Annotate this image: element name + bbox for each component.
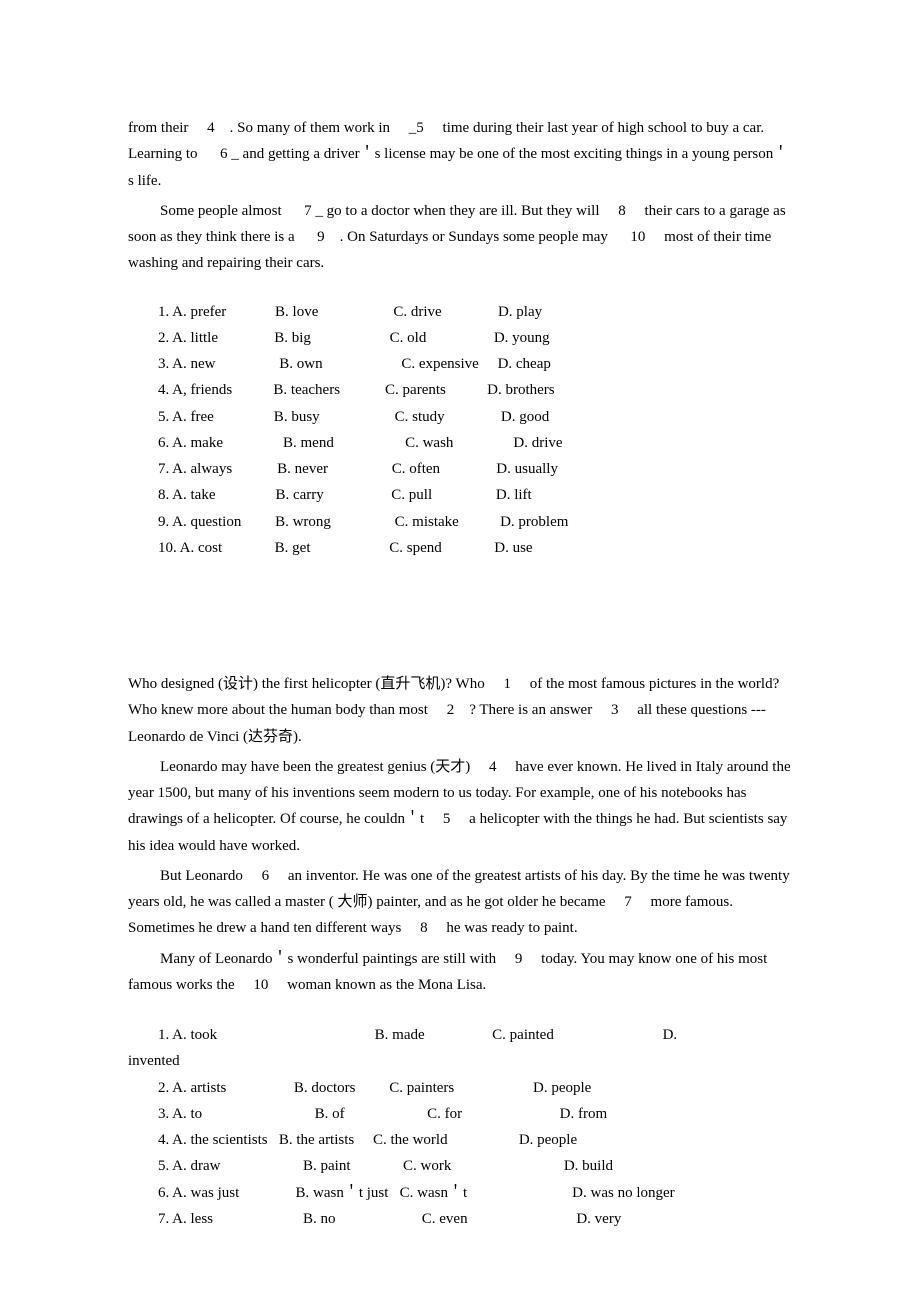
choice2-7: 7. A. less B. no C. even D. very — [128, 1206, 792, 1232]
passage2-para3: But Leonardo 6 an inventor. He was one o… — [128, 863, 792, 942]
choice1-4: 4. A, friends B. teachers C. parents D. … — [158, 377, 792, 403]
choice2-1-wrap: invented — [128, 1048, 792, 1074]
choice1-2: 2. A. little B. big C. old D. young — [158, 325, 792, 351]
choice1-9: 9. A. question B. wrong C. mistake D. pr… — [158, 509, 792, 535]
choice1-6: 6. A. make B. mend C. wash D. drive — [158, 430, 792, 456]
choice1-5: 5. A. free B. busy C. study D. good — [158, 404, 792, 430]
choice1-1: 1. A. prefer B. love C. drive D. play — [158, 299, 792, 325]
choice1-3: 3. A. new B. own C. expensive D. cheap — [158, 351, 792, 377]
passage1-p1-text: from their 4 . So many of them work in _… — [128, 120, 788, 189]
passage2-para4: Many of Leonardo＇s wonderful paintings a… — [128, 946, 792, 999]
passage2-para1: Who designed (设计) the first helicopter (… — [128, 671, 792, 750]
choices-block-1: 1. A. prefer B. love C. drive D. play 2.… — [128, 299, 792, 562]
passage1-para2: Some people almost 7 _ go to a doctor wh… — [128, 198, 792, 277]
passage2-p1-text: Who designed (设计) the first helicopter (… — [128, 676, 779, 745]
choice2-5: 5. A. draw B. paint C. work D. build — [128, 1153, 792, 1179]
section-spacer — [128, 561, 792, 671]
passage2-p4-text: Many of Leonardo＇s wonderful paintings a… — [128, 951, 767, 993]
choice1-7: 7. A. always B. never C. often D. usuall… — [158, 456, 792, 482]
passage1-para1: from their 4 . So many of them work in _… — [128, 115, 792, 194]
choice1-10: 10. A. cost B. get C. spend D. use — [158, 535, 792, 561]
choice2-4: 4. A. the scientists B. the artists C. t… — [128, 1127, 792, 1153]
choice2-3: 3. A. to B. of C. for D. from — [128, 1101, 792, 1127]
passage2-para2: Leonardo may have been the greatest geni… — [128, 754, 792, 859]
choice2-6: 6. A. was just B. wasn＇t just C. wasn＇t … — [128, 1180, 792, 1206]
passage2-p3-text: But Leonardo 6 an inventor. He was one o… — [128, 868, 790, 937]
passage1-p2-text: Some people almost 7 _ go to a doctor wh… — [128, 203, 786, 272]
choice2-2: 2. A. artists B. doctors C. painters D. … — [128, 1075, 792, 1101]
mini-spacer — [128, 1002, 792, 1022]
choice2-1: 1. A. took B. made C. painted D. — [128, 1022, 792, 1048]
page: from their 4 . So many of them work in _… — [0, 0, 920, 1302]
passage2-p2-text: Leonardo may have been the greatest geni… — [128, 759, 791, 854]
choice1-8: 8. A. take B. carry C. pull D. lift — [158, 482, 792, 508]
